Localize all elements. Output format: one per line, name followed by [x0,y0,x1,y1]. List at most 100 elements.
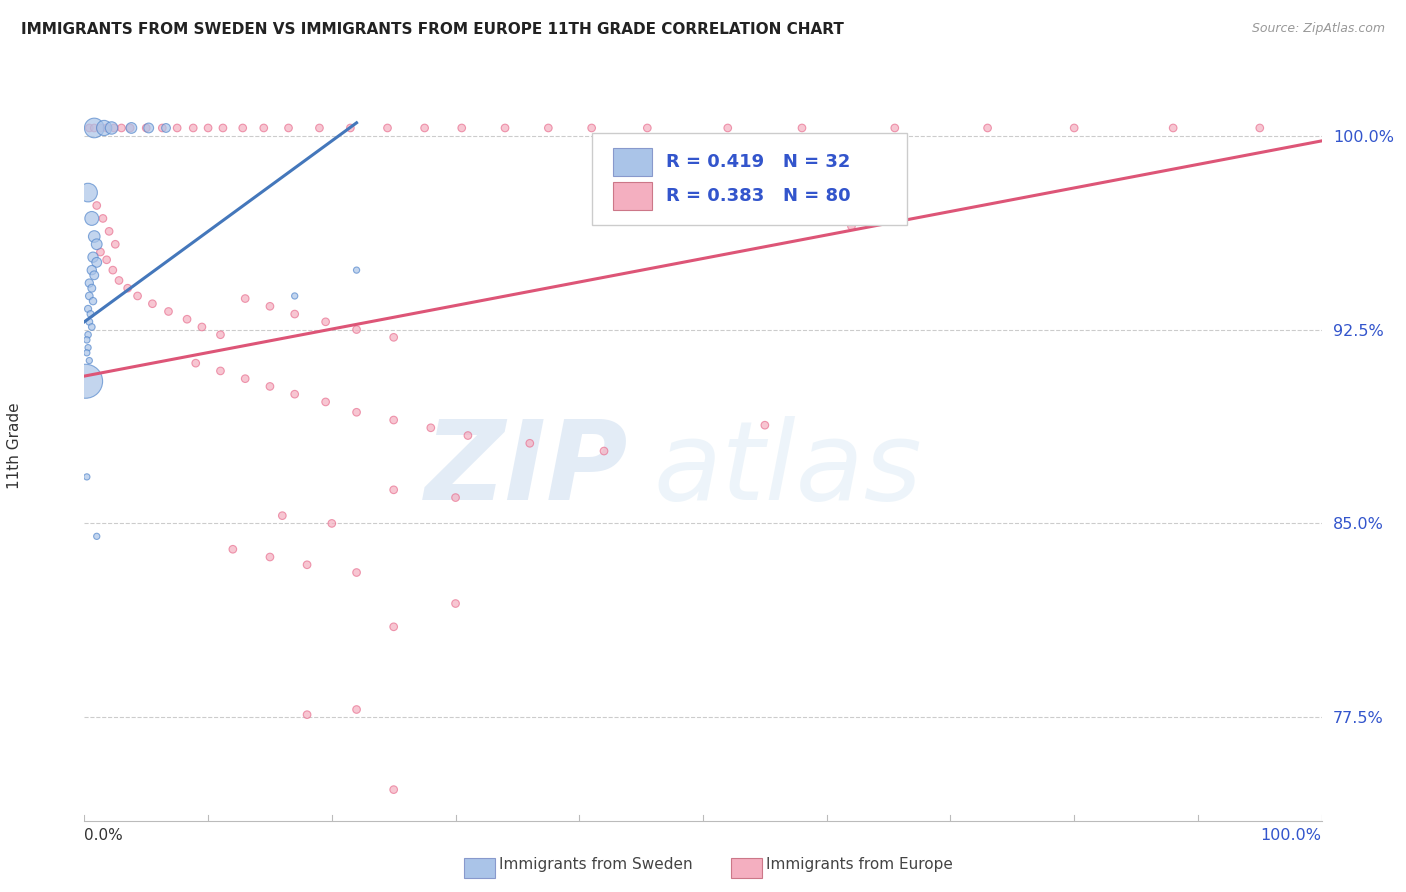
Point [382,620,405,634]
Point [117,281,139,295]
Text: Immigrants from Sweden: Immigrants from Sweden [499,857,693,871]
Point [1249,120,1271,135]
Text: ZIP: ZIP [425,416,628,523]
Point [315,315,337,329]
Point [127,289,149,303]
Point [79,307,101,321]
Point [346,702,368,716]
Point [883,120,905,135]
Point [76,346,98,360]
Point [444,597,467,611]
Point [120,120,142,135]
Point [77,327,100,342]
Point [80,211,103,226]
Point [135,120,157,135]
Text: 0.0%: 0.0% [84,829,124,844]
Point [108,273,131,287]
Point [413,120,436,135]
Point [636,120,658,135]
Point [1063,120,1085,135]
Point [181,120,204,135]
Text: atlas: atlas [654,416,922,523]
Point [754,418,776,433]
Point [86,529,108,543]
Point [593,444,616,458]
Point [83,268,105,283]
Point [191,320,214,334]
Point [80,320,103,334]
Point [103,120,125,135]
Text: IMMIGRANTS FROM SWEDEN VS IMMIGRANTS FROM EUROPE 11TH GRADE CORRELATION CHART: IMMIGRANTS FROM SWEDEN VS IMMIGRANTS FRO… [21,22,844,37]
Point [450,120,472,135]
Point [321,516,343,531]
FancyBboxPatch shape [613,148,652,176]
Point [110,120,132,135]
Point [382,483,405,497]
Text: 11th Grade: 11th Grade [7,402,21,490]
Point [197,120,219,135]
Point [717,120,740,135]
Point [259,299,281,313]
Point [77,301,100,316]
Point [184,356,207,370]
Point [93,120,115,135]
Point [382,330,405,344]
Point [79,120,101,135]
Point [382,413,405,427]
Point [233,372,256,386]
Point [77,341,100,355]
Point [104,237,127,252]
Point [138,120,160,135]
Point [150,120,173,135]
Point [212,120,235,135]
Point [284,289,307,303]
FancyBboxPatch shape [613,182,652,210]
Point [83,229,105,244]
Point [91,211,114,226]
Point [284,307,307,321]
Point [120,120,142,135]
Text: Source: ZipAtlas.com: Source: ZipAtlas.com [1251,22,1385,36]
Point [76,333,98,347]
Point [89,245,111,260]
Point [222,542,245,557]
Point [271,508,294,523]
Point [86,237,108,252]
FancyBboxPatch shape [592,133,907,225]
Point [346,566,368,580]
Point [315,395,337,409]
Point [494,120,516,135]
Text: R = 0.419   N = 32: R = 0.419 N = 32 [666,153,851,170]
Point [96,120,118,135]
Point [100,120,122,135]
Point [253,120,276,135]
Point [166,120,188,135]
Point [209,327,232,342]
Point [259,379,281,393]
Text: Immigrants from Europe: Immigrants from Europe [766,857,953,871]
Point [83,120,105,135]
Point [382,782,405,797]
Point [86,198,108,212]
Text: R = 0.383   N = 80: R = 0.383 N = 80 [666,187,851,205]
Point [79,315,101,329]
Point [155,120,177,135]
Point [86,255,108,269]
Point [157,304,180,318]
Point [346,405,368,419]
Point [457,428,479,442]
Point [277,120,299,135]
Point [75,374,97,388]
Point [537,120,560,135]
Point [79,276,101,290]
Point [82,250,104,264]
Point [98,224,121,238]
Point [581,120,603,135]
Point [80,281,103,295]
Text: 100.0%: 100.0% [1261,829,1322,844]
Point [233,292,256,306]
Point [259,549,281,564]
Point [841,219,863,234]
Point [82,294,104,309]
Point [232,120,254,135]
